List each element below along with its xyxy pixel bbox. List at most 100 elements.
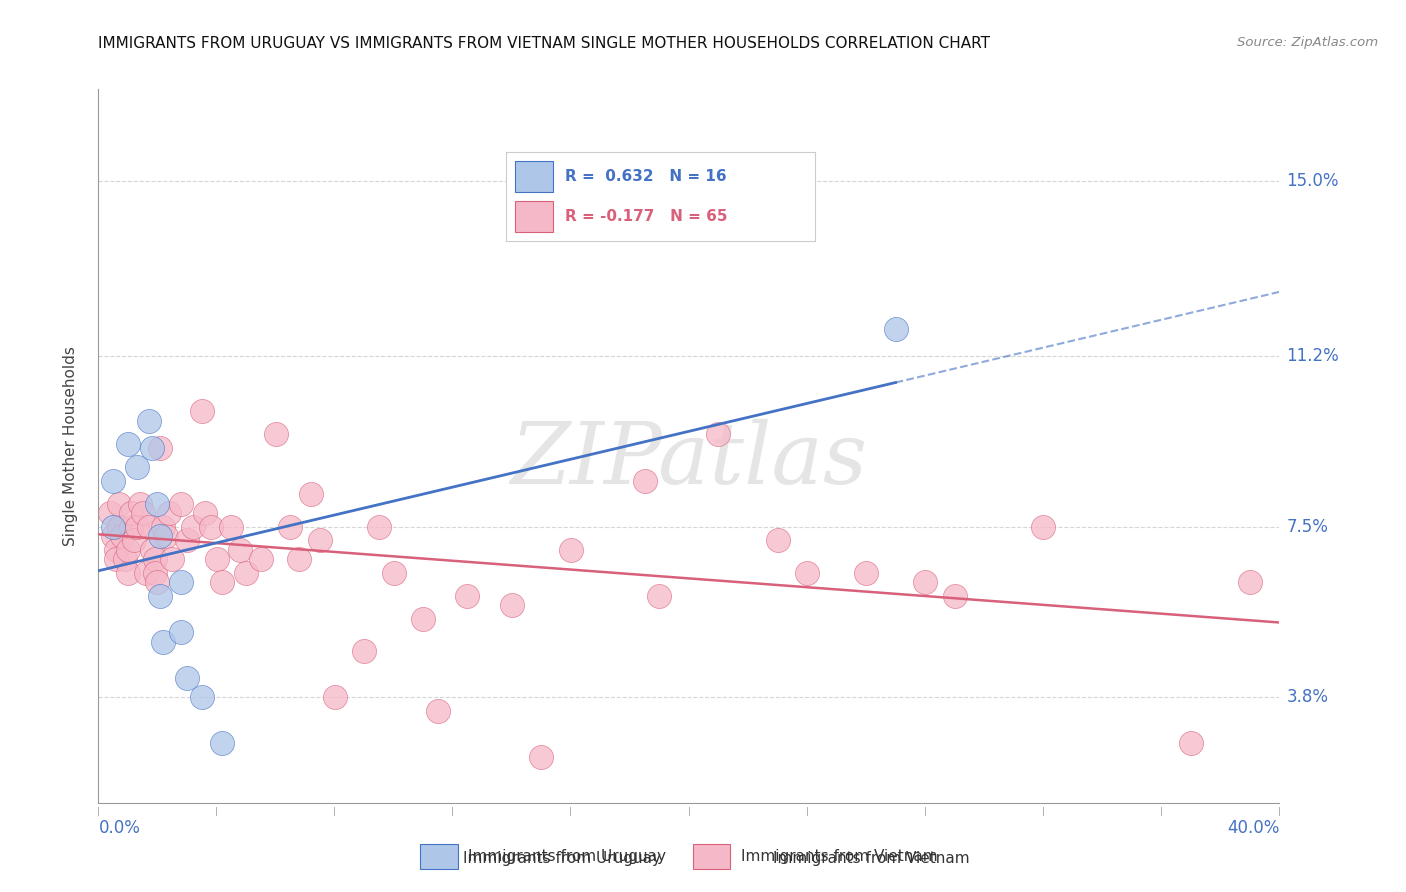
- Point: [143, 566, 166, 580]
- Text: ZIPatlas: ZIPatlas: [510, 419, 868, 501]
- Point: [353, 644, 375, 658]
- Point: [128, 497, 150, 511]
- Text: |: |: [924, 807, 927, 816]
- Text: |: |: [215, 807, 218, 816]
- Point: [138, 414, 160, 428]
- Text: |: |: [451, 807, 454, 816]
- Point: [914, 574, 936, 589]
- Point: [98, 506, 121, 520]
- Point: [146, 497, 169, 511]
- Point: [235, 566, 257, 580]
- Bar: [420, 844, 457, 869]
- Point: [456, 589, 478, 603]
- Point: [117, 542, 139, 557]
- Text: 0.0%: 0.0%: [98, 819, 141, 837]
- Point: [170, 497, 193, 511]
- Point: [120, 519, 142, 533]
- Text: 3.8%: 3.8%: [1286, 688, 1329, 706]
- Point: [1032, 519, 1054, 533]
- Point: [122, 533, 145, 548]
- Text: 11.2%: 11.2%: [1286, 347, 1340, 365]
- Point: [250, 551, 273, 566]
- Point: [412, 612, 434, 626]
- Point: [120, 506, 142, 520]
- Point: [117, 436, 139, 450]
- Bar: [516, 161, 553, 192]
- Text: |: |: [1160, 807, 1163, 816]
- Point: [181, 519, 204, 533]
- Text: R = -0.177   N = 65: R = -0.177 N = 65: [565, 210, 727, 224]
- Text: Source: ZipAtlas.com: Source: ZipAtlas.com: [1237, 36, 1378, 49]
- Point: [157, 506, 180, 520]
- Point: [141, 542, 163, 557]
- Text: |: |: [806, 807, 808, 816]
- Text: |: |: [688, 807, 690, 816]
- Text: 40.0%: 40.0%: [1227, 819, 1279, 837]
- Point: [170, 574, 193, 589]
- Point: [943, 589, 966, 603]
- Point: [176, 672, 198, 686]
- Text: R =  0.632   N = 16: R = 0.632 N = 16: [565, 169, 727, 184]
- Point: [501, 598, 523, 612]
- Point: [219, 519, 242, 533]
- Text: |: |: [569, 807, 572, 816]
- Point: [766, 533, 789, 548]
- Point: [205, 551, 228, 566]
- Point: [323, 690, 346, 704]
- Point: [155, 529, 177, 543]
- Point: [152, 634, 174, 648]
- Point: [103, 519, 125, 533]
- Point: [138, 519, 160, 533]
- Point: [530, 749, 553, 764]
- Point: [648, 589, 671, 603]
- Text: Immigrants from Uruguay: Immigrants from Uruguay: [468, 849, 666, 863]
- Y-axis label: Single Mother Households: Single Mother Households: [63, 346, 77, 546]
- Point: [855, 566, 877, 580]
- Point: [125, 459, 148, 474]
- Point: [135, 566, 157, 580]
- Point: [1180, 736, 1202, 750]
- Point: [125, 519, 148, 533]
- Text: |: |: [97, 807, 100, 816]
- Point: [191, 690, 214, 704]
- Point: [278, 519, 302, 533]
- Point: [796, 566, 818, 580]
- Text: IMMIGRANTS FROM URUGUAY VS IMMIGRANTS FROM VIETNAM SINGLE MOTHER HOUSEHOLDS CORR: IMMIGRANTS FROM URUGUAY VS IMMIGRANTS FR…: [98, 36, 990, 51]
- Point: [149, 589, 172, 603]
- Point: [427, 704, 450, 718]
- Bar: [693, 844, 730, 869]
- Point: [108, 519, 131, 533]
- Point: [368, 519, 391, 533]
- Point: [191, 404, 214, 418]
- Bar: [516, 201, 553, 232]
- Point: [200, 519, 222, 533]
- Point: [103, 529, 125, 543]
- Point: [299, 487, 322, 501]
- Point: [309, 533, 332, 548]
- Point: [152, 519, 174, 533]
- Point: [132, 506, 155, 520]
- Point: [141, 442, 163, 456]
- Text: Immigrants from Vietnam: Immigrants from Vietnam: [773, 851, 970, 865]
- Point: [105, 551, 128, 566]
- Point: [194, 506, 217, 520]
- Point: [170, 625, 193, 640]
- Point: [162, 551, 183, 566]
- Point: [211, 574, 233, 589]
- Text: 7.5%: 7.5%: [1286, 517, 1329, 535]
- Point: [264, 427, 287, 442]
- Point: [884, 321, 907, 335]
- Text: Immigrants from Vietnam: Immigrants from Vietnam: [741, 849, 938, 863]
- Point: [105, 542, 128, 557]
- Point: [633, 474, 655, 488]
- Point: [146, 574, 169, 589]
- Point: [288, 551, 311, 566]
- Point: [707, 427, 730, 442]
- Point: [149, 442, 172, 456]
- Point: [211, 736, 233, 750]
- Point: [149, 529, 172, 543]
- Point: [114, 551, 136, 566]
- Point: [229, 542, 252, 557]
- Point: [108, 497, 131, 511]
- Point: [560, 542, 582, 557]
